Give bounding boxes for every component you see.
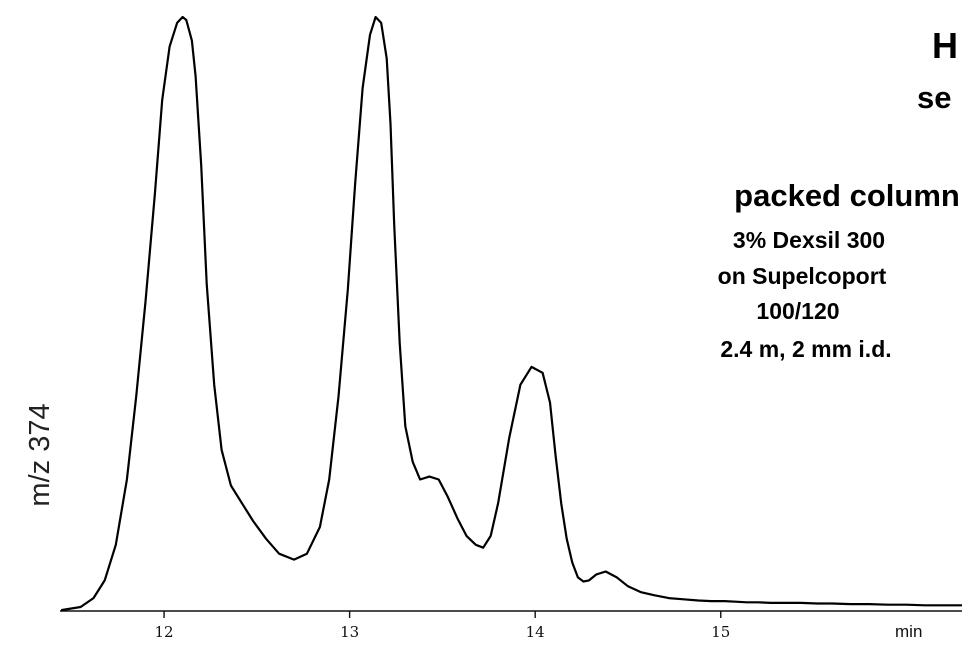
chromatogram-trace: [60, 15, 962, 612]
column-spec-line-1: 3% Dexsil 300: [733, 227, 885, 253]
y-axis-label: m/z 374: [24, 403, 56, 506]
title-fragment-se: se: [917, 80, 951, 115]
column-spec-line-4: 2.4 m, 2 mm i.d.: [720, 336, 891, 362]
column-spec-line-3: 100/120: [756, 298, 839, 324]
plot-area: [60, 15, 962, 612]
x-axis-unit-label: min: [895, 622, 922, 641]
column-heading: packed column: [734, 178, 960, 213]
x-ticks: 12 13 14 15: [155, 611, 730, 641]
x-tick-label: 12: [155, 623, 174, 641]
x-tick-label: 15: [711, 623, 730, 641]
x-tick-label: 13: [340, 623, 359, 641]
column-spec-line-2: on Supelcoport: [718, 263, 887, 289]
x-tick-label: 14: [526, 623, 545, 641]
title-fragment-h: H: [932, 25, 958, 66]
